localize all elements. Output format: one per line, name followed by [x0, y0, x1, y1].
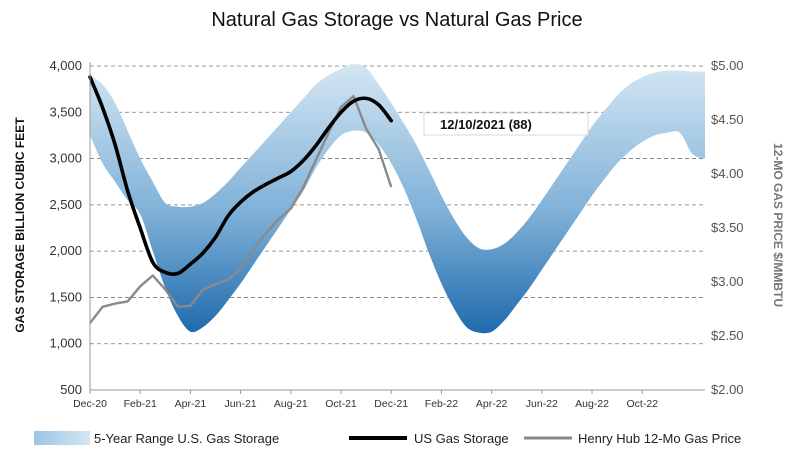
y-tick-label: 4,000: [49, 58, 82, 73]
x-tick-label: Feb-22: [425, 398, 458, 410]
legend-label-price: Henry Hub 12-Mo Gas Price: [578, 431, 741, 446]
x-tick-label: Oct-22: [626, 398, 658, 410]
x-tick-label: Jun-22: [526, 398, 558, 410]
annotation-text: 12/10/2021 (88): [440, 117, 532, 132]
storage-line: [88, 75, 393, 276]
y2-tick-label: $2.50: [711, 328, 744, 343]
y-tick-label: 1,000: [49, 336, 82, 351]
x-tick-label: Jun-21: [225, 398, 257, 410]
y-tick-label: 2,500: [49, 197, 82, 212]
range-layer: [90, 64, 705, 334]
range-band: [90, 64, 705, 334]
right-axis: $2.00 $2.50 $3.00 $3.50 $4.00 $4.50 $5.00: [711, 58, 744, 397]
y2-tick-label: $3.50: [711, 220, 744, 235]
annotation-callout: 12/10/2021 (88): [423, 112, 589, 136]
annotation-box: [423, 112, 589, 136]
y-tick-label: 500: [60, 382, 82, 397]
legend-swatch-range: [34, 431, 90, 445]
y-tick-label: 3,500: [49, 104, 82, 119]
x-tick-label: Dec-20: [73, 398, 107, 410]
y2-tick-label: $4.50: [711, 112, 744, 127]
legend: 5-Year Range U.S. Gas Storage US Gas Sto…: [34, 431, 741, 446]
left-axis: 500 1,000 1,500 2,000 2,500 3,000 3,500 4,000: [49, 58, 91, 397]
y-tick-label: 3,000: [49, 151, 82, 166]
y-axis-title: GAS STORAGE BILLION CUBIC FEET: [13, 117, 27, 333]
y2-tick-label: $5.00: [711, 58, 744, 73]
x-tick-label: Dec-21: [374, 398, 408, 410]
x-tick-label: Oct-21: [325, 398, 357, 410]
y2-tick-label: $2.00: [711, 382, 744, 397]
y-tick-label: 1,500: [49, 289, 82, 304]
y2-tick-label: $3.00: [711, 274, 744, 289]
price-line: [89, 95, 393, 324]
y2-tick-label: $4.00: [711, 166, 744, 181]
x-tick-label: Aug-22: [575, 398, 609, 410]
y-tick-label: 2,000: [49, 243, 82, 258]
x-tick-label: Aug-21: [274, 398, 308, 410]
x-tick-label: Apr-21: [175, 398, 207, 410]
y2-axis-title: 12-MO GAS PRICE $/MMBTU: [771, 143, 785, 307]
lines-layer: [88, 75, 393, 324]
legend-label-storage: US Gas Storage: [414, 431, 509, 446]
chart-title: Natural Gas Storage vs Natural Gas Price: [211, 9, 582, 31]
x-tick-label: Apr-22: [476, 398, 508, 410]
x-tick-label: Feb-21: [124, 398, 157, 410]
x-axis: Dec-20 Feb-21 Apr-21 Jun-21 Aug-21 Oct-21 Dec-…: [73, 389, 705, 410]
legend-label-range: 5-Year Range U.S. Gas Storage: [94, 431, 279, 446]
